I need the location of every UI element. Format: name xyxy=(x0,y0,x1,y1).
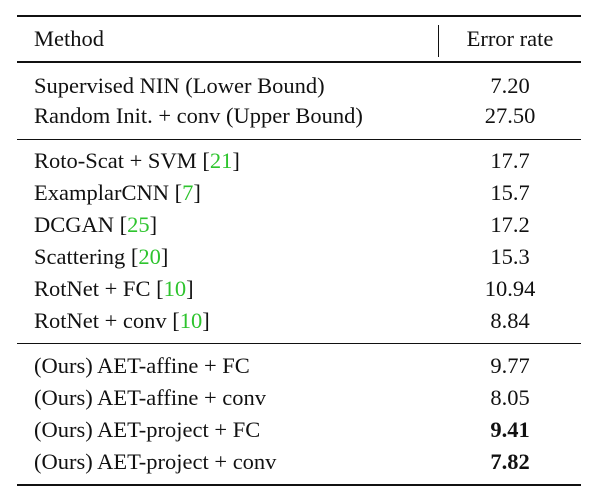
row-method: RotNet + conv [10] xyxy=(34,308,210,333)
row-method: Supervised NIN (Lower Bound) xyxy=(34,73,325,98)
table-row: (Ours) AET-affine + FC 9.77 xyxy=(17,350,581,382)
header-column-separator xyxy=(438,25,439,57)
table-row: (Ours) AET-affine + conv 8.05 xyxy=(17,382,581,414)
row-error-rate: 27.50 xyxy=(484,103,536,128)
table-row: RotNet + conv [10] 8.84 xyxy=(17,305,581,337)
table-header-row: Method Error rate xyxy=(17,23,581,55)
header-method: Method xyxy=(34,26,104,51)
citation-link[interactable]: 7 xyxy=(182,180,194,205)
row-error-rate: 15.7 xyxy=(490,180,530,205)
row-method: (Ours) AET-affine + FC xyxy=(34,353,250,378)
citation-link[interactable]: 25 xyxy=(127,212,150,237)
table-top-rule xyxy=(17,15,581,17)
table-row: RotNet + FC [10] 10.94 xyxy=(17,273,581,305)
row-method: DCGAN [25] xyxy=(34,212,158,237)
row-method: Roto-Scat + SVM [21] xyxy=(34,148,240,173)
row-error-rate: 10.94 xyxy=(484,276,536,301)
header-error-rate: Error rate xyxy=(466,26,554,51)
row-error-rate-best: 9.41 xyxy=(490,417,530,442)
row-error-rate: 15.3 xyxy=(490,244,530,269)
citation-link[interactable]: 20 xyxy=(138,244,161,269)
row-method: (Ours) AET-affine + conv xyxy=(34,385,267,410)
row-method: Random Init. + conv (Upper Bound) xyxy=(34,103,363,128)
row-error-rate: 9.77 xyxy=(490,353,530,378)
row-error-rate: 17.2 xyxy=(490,212,530,237)
row-method: RotNet + FC [10] xyxy=(34,276,194,301)
row-method: ExamplarCNN [7] xyxy=(34,180,201,205)
citation-link[interactable]: 10 xyxy=(179,308,203,333)
row-method: Scattering [20] xyxy=(34,244,169,269)
row-error-rate: 8.05 xyxy=(490,385,530,410)
citation-link[interactable]: 21 xyxy=(209,148,233,173)
table-row: Roto-Scat + SVM [21] 17.7 xyxy=(17,145,581,177)
table-row: ExamplarCNN [7] 15.7 xyxy=(17,177,581,209)
table-row: Scattering [20] 15.3 xyxy=(17,241,581,273)
row-error-rate: 7.20 xyxy=(490,73,530,98)
row-error-rate: 8.84 xyxy=(490,308,530,333)
row-error-rate: 17.7 xyxy=(490,148,530,173)
table-header-rule xyxy=(17,61,581,63)
table-row: (Ours) AET-project + FC 9.41 xyxy=(17,414,581,446)
table-row: DCGAN [25] 17.2 xyxy=(17,209,581,241)
citation-link[interactable]: 10 xyxy=(163,276,187,301)
group-separator-rule xyxy=(17,139,581,140)
row-method: (Ours) AET-project + FC xyxy=(34,417,261,442)
table-row: (Ours) AET-project + conv 7.82 xyxy=(17,446,581,478)
table-row: Random Init. + conv (Upper Bound) 27.50 xyxy=(17,100,581,132)
table-row: Supervised NIN (Lower Bound) 7.20 xyxy=(17,70,581,102)
row-method: (Ours) AET-project + conv xyxy=(34,449,277,474)
row-error-rate-best: 7.82 xyxy=(490,449,530,474)
table-bottom-rule xyxy=(17,484,581,486)
group-separator-rule xyxy=(17,343,581,344)
